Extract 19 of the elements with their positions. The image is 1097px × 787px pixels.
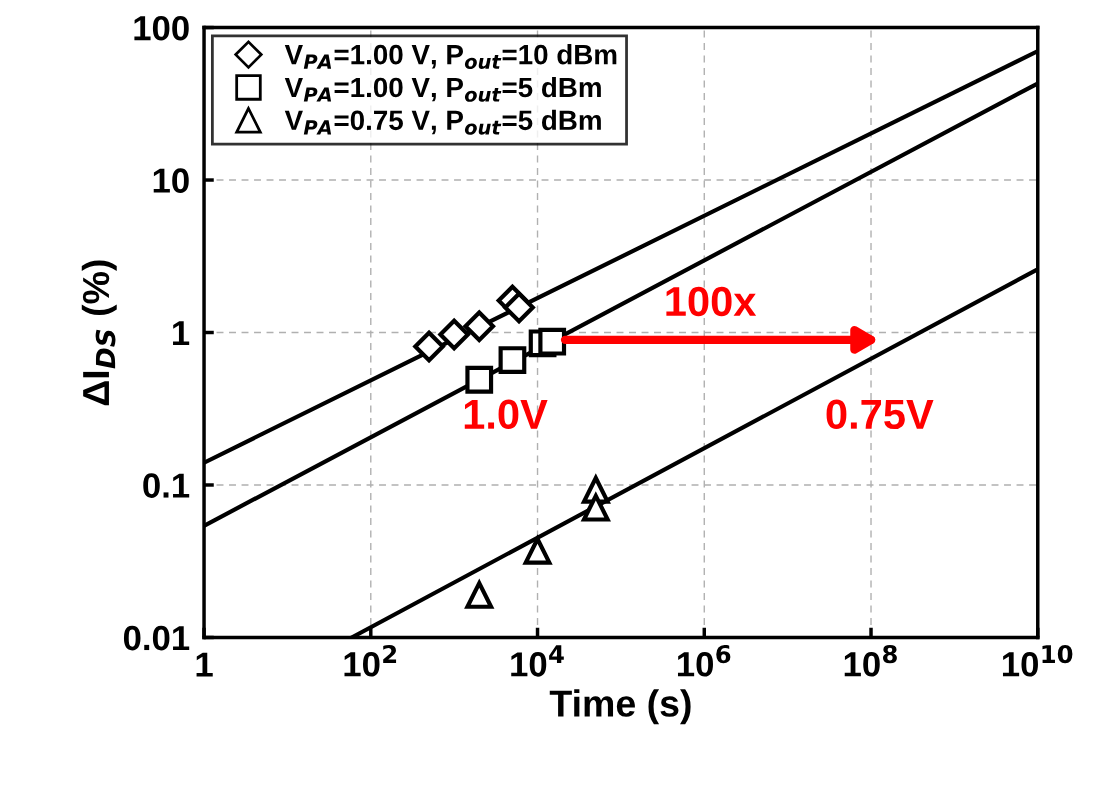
y-tick-label: 0.1 <box>143 473 190 498</box>
x-tick-label: 10$^{10}$ <box>1002 644 1073 677</box>
x-axis-title: Time (s) <box>549 689 691 725</box>
y-tick-label: 10 <box>153 168 189 193</box>
legend-label: V$_{PA}$=1.00 V, P$_{out}$=5 dBm <box>284 76 601 102</box>
y-tick-label: 100 <box>134 15 189 41</box>
legend-label: V$_{PA}$=1.00 V, P$_{out}$=10 dBm <box>284 44 617 70</box>
x-tick-label: 10$^{6}$ <box>677 644 731 677</box>
y-tick-label: 1 <box>173 321 190 346</box>
y-axis-title: ΔI$_{DS}$ (%) <box>81 260 117 406</box>
x-tick-label: 10$^{8}$ <box>844 644 897 677</box>
x-tick-label: 10$^{4}$ <box>511 645 564 677</box>
x-tick-label: 1 <box>196 652 213 677</box>
legend-label: V$_{PA}$=0.75 V, P$_{out}$=5 dBm <box>284 109 601 135</box>
annotation: 1.0V <box>464 399 548 430</box>
annotation: 100x <box>666 286 757 317</box>
annotation: 0.75V <box>826 399 934 430</box>
x-tick-label: 10$^{2}$ <box>344 644 397 677</box>
y-tick-label: 0.01 <box>123 625 190 651</box>
